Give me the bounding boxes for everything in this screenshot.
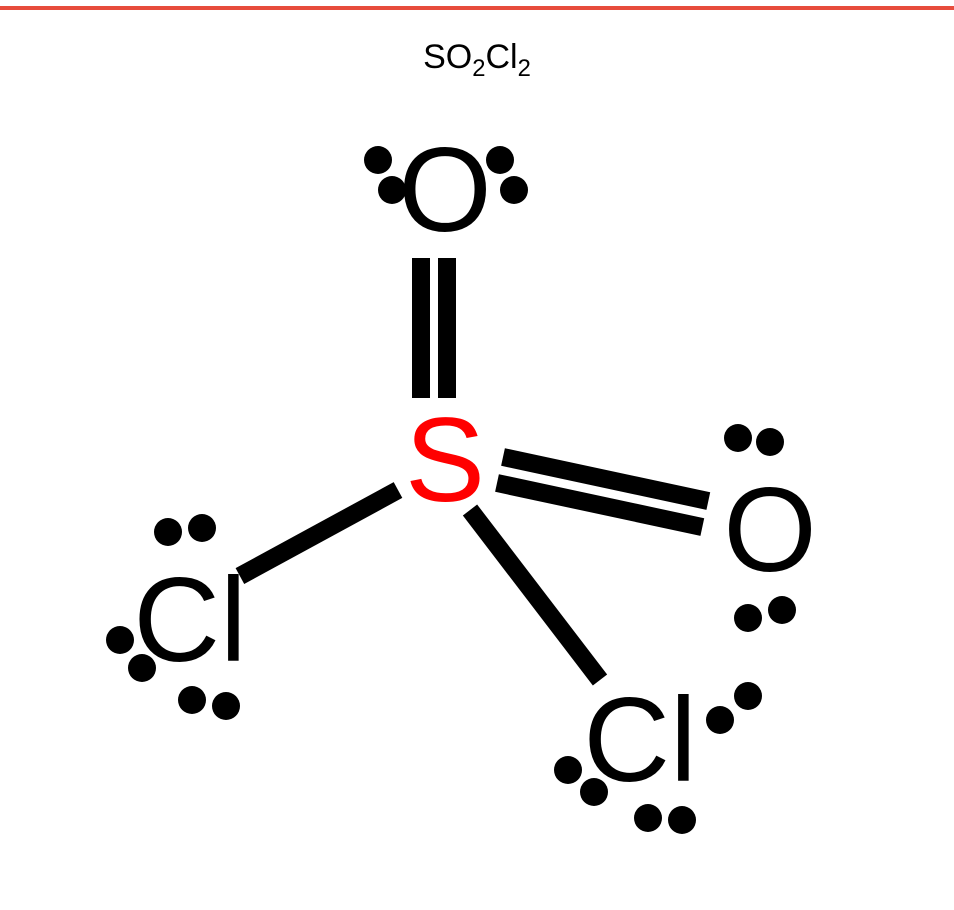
lone-pair-dot-O2-0 [724,424,752,452]
lone-pair-dot-Cl1-5 [212,692,240,720]
lone-pair-dot-Cl2-0 [554,756,582,784]
lone-pair-dot-Cl1-4 [178,686,206,714]
atom-O2: O [723,470,816,590]
lone-pair-dot-O1-2 [486,146,514,174]
lone-pair-dot-O2-1 [756,428,784,456]
lone-pair-dot-O1-0 [364,146,392,174]
lone-pair-dot-O1-3 [500,176,528,204]
lone-pair-dot-Cl1-3 [128,654,156,682]
lone-pair-dot-Cl1-0 [154,518,182,546]
lone-pair-dot-Cl1-1 [188,514,216,542]
lone-pair-dot-O2-2 [734,604,762,632]
lone-pair-dot-Cl1-2 [106,626,134,654]
lone-pair-dot-Cl2-2 [634,804,662,832]
lone-pair-dot-Cl2-5 [734,682,762,710]
atom-S: S [405,400,485,520]
lone-pair-dot-Cl2-3 [668,806,696,834]
lone-pair-dot-O2-3 [768,596,796,624]
bond-S-Cl1 [236,482,403,584]
lewis-structure: SOOClCl [0,0,954,910]
lone-pair-dot-Cl2-4 [706,706,734,734]
bond-S-O1-b [412,258,430,398]
bond-S-Cl2 [463,505,607,686]
lone-pair-dot-Cl2-1 [580,778,608,806]
lone-pair-dot-O1-1 [378,176,406,204]
atom-O1: O [398,130,491,250]
bond-S-O1-a [438,258,456,398]
